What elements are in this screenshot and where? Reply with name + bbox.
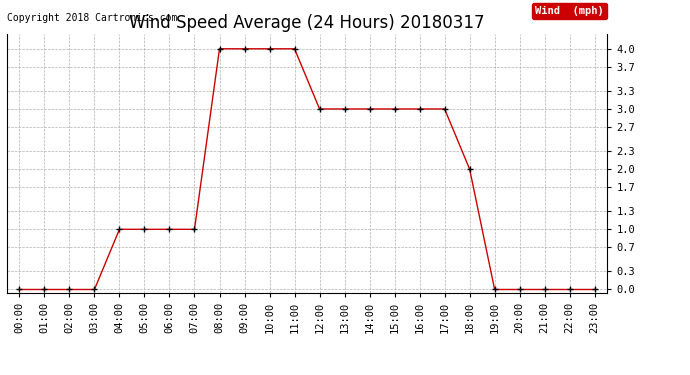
Text: Copyright 2018 Cartronics.com: Copyright 2018 Cartronics.com [7,13,177,23]
Title: Wind Speed Average (24 Hours) 20180317: Wind Speed Average (24 Hours) 20180317 [129,14,485,32]
Legend: Wind  (mph): Wind (mph) [532,3,607,19]
